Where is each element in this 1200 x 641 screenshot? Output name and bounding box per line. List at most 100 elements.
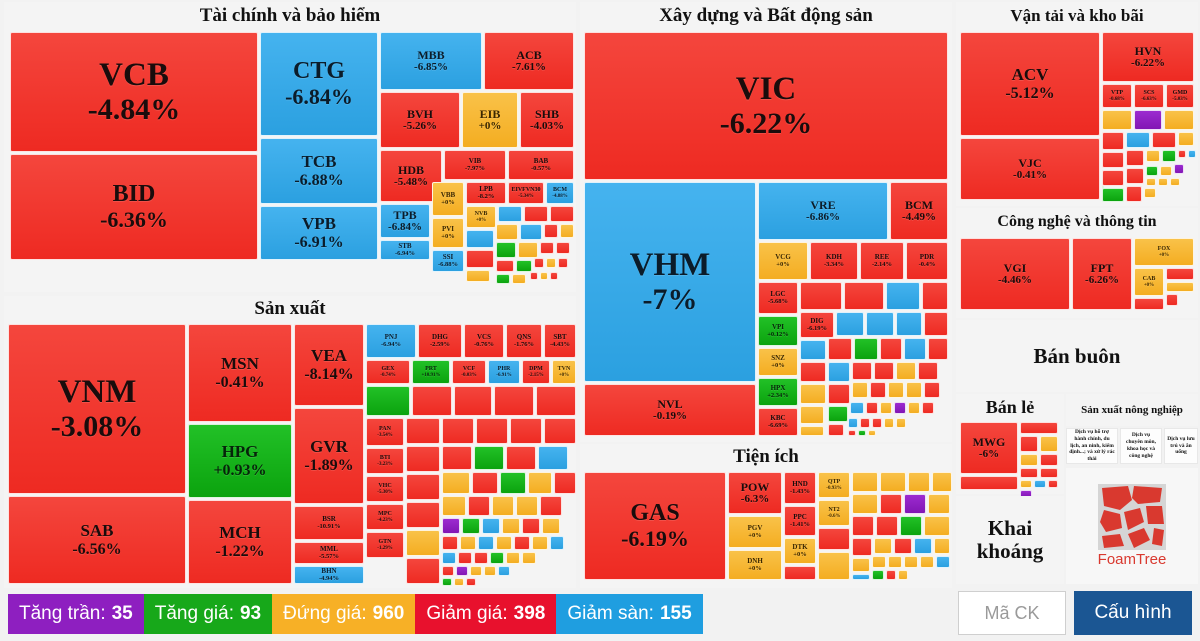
micro-tile[interactable] [1166, 294, 1178, 306]
micro-tile[interactable] [928, 494, 950, 514]
micro-tile[interactable] [502, 518, 520, 534]
tile-vib[interactable]: VIB -7.97% [444, 150, 506, 180]
micro-tile[interactable] [1134, 110, 1162, 130]
tile-ctg[interactable]: CTG -6.84% [260, 32, 378, 136]
legend-floor-down[interactable]: Giảm sàn: 155 [556, 594, 703, 634]
micro-tile[interactable] [1020, 436, 1038, 452]
micro-tile[interactable] [406, 418, 440, 444]
micro-tile[interactable] [466, 250, 494, 268]
tile-mbb[interactable]: MBB -6.85% [380, 32, 482, 90]
micro-tile[interactable] [536, 386, 576, 416]
micro-tile[interactable] [1164, 110, 1194, 130]
tile-pan[interactable]: PAN -3.54% [366, 418, 404, 446]
micro-tile[interactable] [442, 518, 460, 534]
micro-tile[interactable] [1034, 480, 1046, 488]
tile-prt[interactable]: PRT +10.91% [412, 360, 450, 384]
micro-tile[interactable] [442, 536, 458, 550]
tile-kdh[interactable]: KDH -3.34% [810, 242, 858, 280]
micro-tile[interactable] [960, 476, 1018, 490]
tile-vcg[interactable]: VCG +0% [758, 242, 808, 280]
micro-tile[interactable] [510, 418, 542, 444]
ticker-search-input[interactable]: Mã CK [958, 591, 1066, 635]
micro-tile[interactable] [490, 552, 504, 564]
micro-tile[interactable] [836, 312, 864, 336]
micro-tile[interactable] [888, 382, 904, 398]
tile-hdb[interactable]: HDB -5.48% [380, 150, 442, 202]
tile-stb[interactable]: STB -6.94% [380, 240, 430, 260]
micro-tile[interactable] [1020, 454, 1038, 466]
micro-tile[interactable] [880, 338, 902, 360]
tile-nvl[interactable]: NVL -0.19% [584, 384, 756, 436]
micro-tile[interactable] [516, 496, 538, 516]
micro-tile[interactable] [528, 472, 552, 494]
micro-tile[interactable] [860, 418, 870, 428]
micro-tile[interactable] [866, 402, 878, 414]
micro-tile[interactable] [828, 384, 850, 404]
tile-pvi[interactable]: PVI +0% [432, 218, 464, 248]
micro-tile[interactable] [442, 418, 474, 444]
micro-tile[interactable] [888, 556, 902, 568]
legend-up[interactable]: Tăng giá: 93 [143, 594, 273, 634]
micro-tile[interactable] [520, 224, 542, 240]
micro-tile[interactable] [496, 224, 518, 240]
tile-gas[interactable]: GAS -6.19% [584, 472, 726, 580]
micro-tile[interactable] [818, 552, 850, 580]
micro-tile[interactable] [872, 570, 884, 580]
micro-tile[interactable] [460, 536, 476, 550]
micro-tile[interactable] [886, 570, 896, 580]
micro-tile[interactable] [934, 538, 950, 554]
micro-tile[interactable] [866, 312, 894, 336]
micro-tile[interactable] [466, 578, 476, 586]
micro-tile[interactable] [1146, 150, 1160, 162]
micro-tile[interactable] [1040, 436, 1058, 452]
micro-tile[interactable] [462, 518, 480, 534]
tile-vcs[interactable]: VCS -0.76% [464, 324, 504, 358]
micro-tile[interactable] [1158, 178, 1168, 186]
micro-tile[interactable] [898, 570, 908, 580]
micro-tile[interactable] [848, 418, 858, 428]
tile-gvr[interactable]: GVR -1.89% [294, 408, 364, 504]
tile-vcb[interactable]: VCB -4.84% [10, 32, 258, 152]
micro-tile[interactable] [442, 496, 466, 516]
tile-qns[interactable]: QNS -1.76% [506, 324, 542, 358]
micro-tile[interactable] [936, 556, 950, 568]
tile-snz[interactable]: SNZ +0% [758, 348, 798, 376]
micro-tile[interactable] [896, 418, 906, 428]
tile-mml[interactable]: MML -5.57% [294, 542, 364, 564]
micro-tile[interactable] [914, 538, 932, 554]
micro-tile[interactable] [800, 426, 824, 436]
tile-hvn[interactable]: HVN -6.22% [1102, 32, 1194, 82]
micro-tile[interactable] [556, 242, 570, 254]
micro-tile[interactable] [928, 338, 948, 360]
tile-pdr[interactable]: PDR -0.4% [906, 242, 948, 280]
tile-dpm[interactable]: DPM -2.15% [522, 360, 550, 384]
tile-eib[interactable]: EIB +0% [462, 92, 518, 148]
micro-tile[interactable] [918, 362, 938, 380]
tile-bsr[interactable]: BSR -10.91% [294, 506, 364, 540]
micro-tile[interactable] [904, 338, 926, 360]
micro-tile[interactable] [514, 536, 530, 550]
micro-tile[interactable] [498, 566, 510, 576]
micro-tile[interactable] [896, 362, 916, 380]
micro-tile[interactable] [442, 552, 456, 564]
micro-tile[interactable] [470, 566, 482, 576]
micro-tile[interactable] [800, 340, 826, 360]
micro-tile[interactable] [550, 536, 564, 550]
legend-ceiling-up[interactable]: Tăng trần: 35 [8, 594, 144, 634]
micro-tile[interactable] [512, 274, 526, 284]
service-group-admin-support[interactable]: Dịch vụ hỗ trợ hành chính, du lịch, an n… [1066, 428, 1118, 464]
tile-vtp[interactable]: VTP -0.68% [1102, 84, 1132, 108]
micro-tile[interactable] [848, 430, 856, 436]
micro-tile[interactable] [876, 516, 898, 536]
tile-bvh[interactable]: BVH -5.26% [380, 92, 460, 148]
tile-dtk[interactable]: DTK +0% [784, 538, 816, 564]
micro-tile[interactable] [492, 496, 514, 516]
micro-tile[interactable] [924, 312, 948, 336]
tile-acb[interactable]: ACB -7.61% [484, 32, 574, 90]
micro-tile[interactable] [828, 424, 844, 436]
micro-tile[interactable] [468, 496, 490, 516]
tile-vic[interactable]: VIC -6.22% [584, 32, 948, 180]
micro-tile[interactable] [442, 472, 470, 494]
micro-tile[interactable] [880, 402, 892, 414]
micro-tile[interactable] [1102, 152, 1124, 168]
